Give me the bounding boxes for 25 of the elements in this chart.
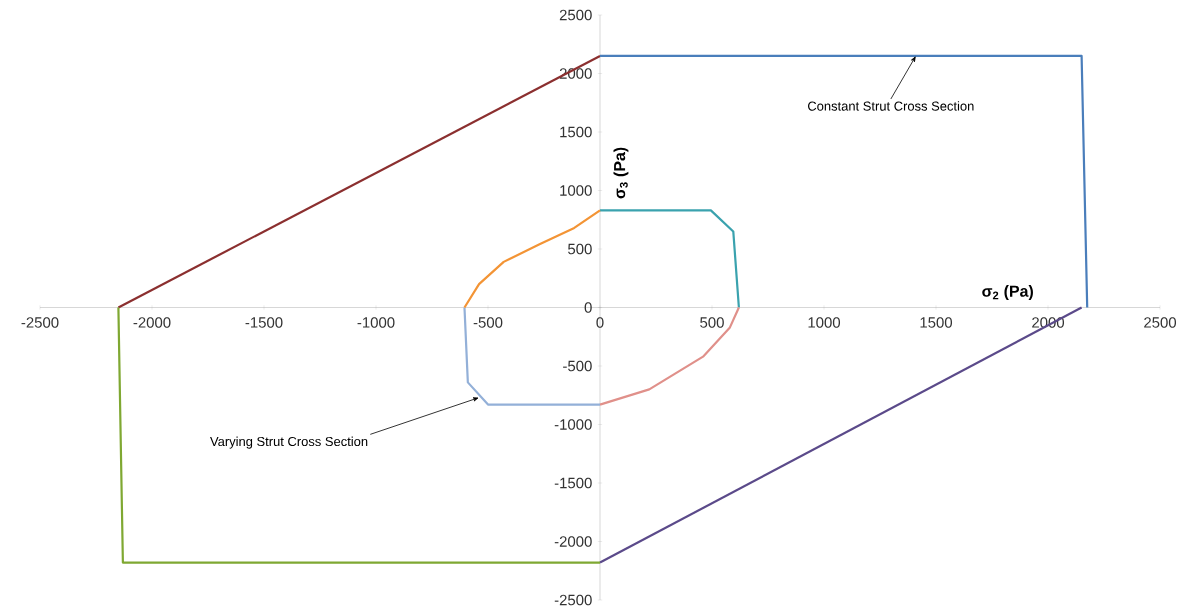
x-tick-label: -1000 — [357, 317, 395, 328]
x-axis-title: σ$_{2}$ (Pa) — [982, 285, 1033, 300]
y-tick-label: -2500 — [554, 594, 592, 606]
y-tick-label: -500 — [563, 360, 592, 372]
x-tick-label: 0 — [596, 317, 604, 328]
x-tick-label: -2000 — [133, 317, 171, 328]
y-tick-label: -2000 — [554, 536, 592, 547]
y-tick-label: 2500 — [559, 9, 592, 21]
annotation: Constant Strut Cross Section — [808, 101, 974, 111]
y-tick-label: -1500 — [554, 477, 592, 489]
y-tick-label: 500 — [568, 243, 592, 255]
x-tick-label: -1500 — [245, 317, 283, 328]
annotation: Varying Strut Cross Section — [210, 436, 368, 449]
line-series — [598, 306, 740, 406]
x-tick-label: 500 — [700, 317, 724, 328]
y-tick-label: 1500 — [560, 126, 592, 138]
x-tick-label: -500 — [473, 317, 503, 328]
y-tick-label: 1000 — [560, 185, 592, 196]
y-axis-title: σ$_{3}$ (Pa) — [613, 147, 629, 199]
y-tick-label: 0 — [584, 302, 592, 313]
x-tick-label: 2500 — [1144, 317, 1177, 328]
x-tick-label: -2500 — [21, 317, 59, 328]
y-tick-label: -1000 — [554, 419, 592, 430]
x-tick-label: 1500 — [920, 317, 953, 328]
x-tick-label: 1000 — [808, 317, 841, 328]
